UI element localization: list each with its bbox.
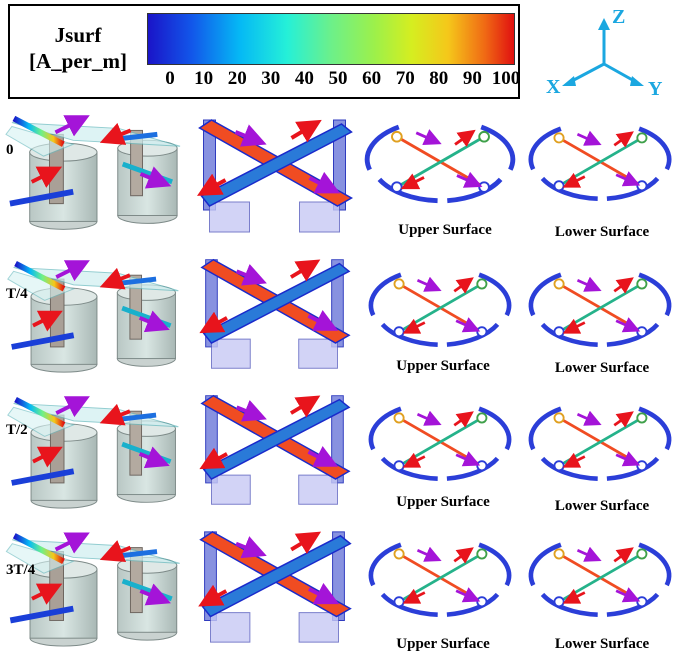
- legend-title-unit: [A_per_m]: [29, 49, 127, 73]
- upper-surface-figure: [360, 530, 520, 622]
- upper-surface-view: [360, 110, 520, 210]
- time-label: T/2: [6, 422, 28, 438]
- colorbar-tick-label: 10: [194, 68, 214, 89]
- lower-surface-figure: [524, 110, 676, 210]
- upper-surface-label: Upper Surface: [398, 222, 492, 238]
- antenna-3d-view: [4, 386, 187, 512]
- antenna-3d-view: [4, 250, 187, 376]
- upper-surface-label: Upper Surface: [396, 358, 490, 374]
- lower-surface-label: Lower Surface: [554, 498, 650, 514]
- lower-surface-label: Lower Surface: [554, 224, 650, 240]
- colorbar-tick-label: 90: [462, 68, 482, 89]
- upper-surface-label: Upper Surface: [396, 494, 490, 510]
- cross-strip-figure: [190, 386, 358, 512]
- cross-strip-view: [190, 250, 358, 376]
- lower-surface-figure: [524, 394, 676, 486]
- colorbar-tick-label: 30: [261, 68, 281, 89]
- legend-title-quantity: Jsurf: [54, 23, 102, 47]
- row-time-t4: T/4 Upper Surface Lower Surface: [0, 250, 678, 384]
- upper-surface-figure: [360, 394, 520, 486]
- upper-surface-figure: [360, 110, 520, 210]
- axis-z-label: Z: [612, 6, 626, 28]
- colorbar-tick-label: 80: [429, 68, 449, 89]
- cross-strip-view: [190, 386, 358, 512]
- antenna-3d-figure: [4, 386, 187, 512]
- axis-y-label: Y: [648, 78, 663, 100]
- colorbar-tick-label: 40: [294, 68, 314, 89]
- color-legend: Jsurf [A_per_m] 0 10 20 30 40 50 60 70 80 90 100: [8, 4, 520, 99]
- lower-surface-label: Lower Surface: [554, 360, 650, 376]
- legend-title: Jsurf [A_per_m]: [22, 22, 134, 74]
- coordinate-axes: Z X Y: [540, 6, 670, 100]
- axis-x-label: X: [546, 76, 561, 98]
- upper-surface-view: [360, 530, 520, 622]
- upper-surface-figure: [360, 260, 520, 352]
- row-time-t2: T/2 Upper Surface Lower Surface: [0, 386, 678, 520]
- upper-surface-view: [360, 260, 520, 352]
- lower-surface-view: [524, 260, 676, 352]
- cross-strip-figure: [190, 250, 358, 376]
- antenna-3d-figure: [4, 250, 187, 376]
- row-time-3t4: 3T/4 Upper Surface Lower Surface: [0, 522, 678, 660]
- lower-surface-view: [524, 394, 676, 486]
- cross-strip-view: [190, 522, 358, 650]
- lower-surface-label: Lower Surface: [554, 636, 650, 652]
- lower-surface-view: [524, 110, 676, 210]
- antenna-3d-figure: [4, 522, 187, 650]
- colorbar-tick-label: 60: [362, 68, 382, 89]
- row-time-0: 0 Upper Surface Lower Surface: [0, 104, 678, 248]
- colorbar: [147, 13, 515, 65]
- antenna-3d-view: [4, 104, 187, 234]
- cross-strip-figure: [190, 522, 358, 650]
- time-label: T/4: [6, 286, 28, 302]
- colorbar-tick-label: 20: [227, 68, 247, 89]
- cross-strip-view: [190, 110, 358, 240]
- upper-surface-view: [360, 394, 520, 486]
- lower-surface-figure: [524, 530, 676, 622]
- antenna-3d-view: [4, 522, 187, 650]
- upper-surface-label: Upper Surface: [396, 636, 490, 652]
- lower-surface-figure: [524, 260, 676, 352]
- lower-surface-view: [524, 530, 676, 622]
- colorbar-tick-label: 100: [491, 68, 521, 89]
- time-label: 0: [6, 142, 14, 158]
- colorbar-tick-label: 0: [165, 68, 175, 89]
- colorbar-tick-label: 50: [328, 68, 348, 89]
- colorbar-tick-label: 70: [395, 68, 415, 89]
- cross-strip-figure: [190, 110, 358, 240]
- time-label: 3T/4: [6, 562, 36, 578]
- axes-icon: [562, 18, 644, 86]
- antenna-3d-figure: [4, 104, 187, 234]
